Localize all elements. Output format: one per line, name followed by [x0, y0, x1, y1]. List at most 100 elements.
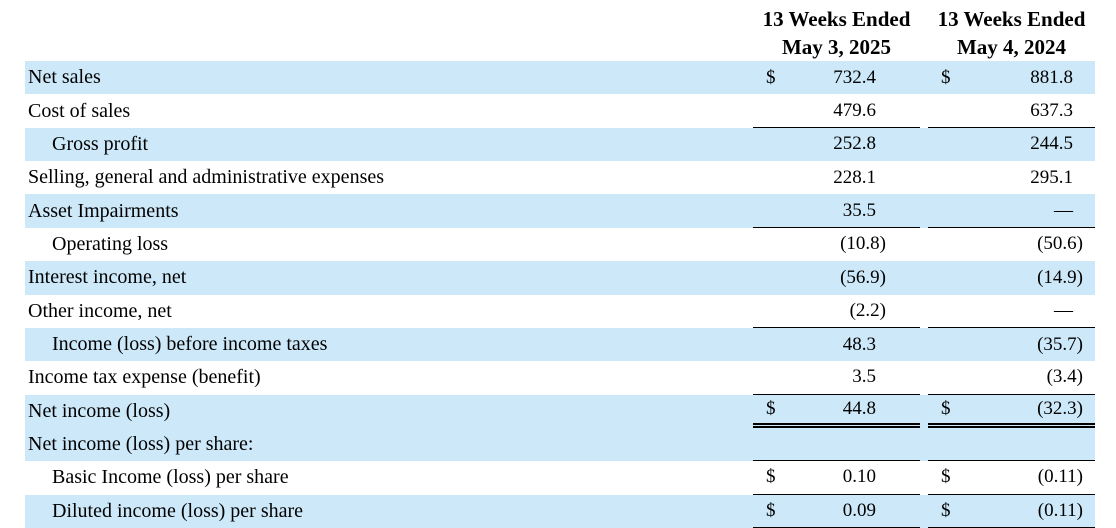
column-gap [920, 427, 928, 462]
value-2024: (35.7) [1037, 333, 1083, 355]
column-gap [920, 394, 928, 428]
value-cell-2025: (2.2) [753, 295, 920, 328]
row-label: Diluted income (loss) per share [25, 494, 753, 528]
row-label: Income (loss) before income taxes [25, 327, 753, 362]
value-cell-2025: 479.6 [753, 94, 920, 128]
value-cell-2024: (3.4) [928, 361, 1095, 395]
value-cell-2025: 228.1 [753, 161, 920, 194]
value-2025: 228.1 [833, 166, 876, 188]
row-label: Asset Impairments [25, 194, 753, 228]
value-2025: 252.8 [833, 133, 876, 155]
value-2025: 35.5 [842, 199, 876, 221]
value-cell-2025: $ 44.8 [753, 394, 920, 428]
column-gap [920, 327, 928, 362]
value-cell-2024: $ (0.11) [928, 494, 1095, 528]
table-row: Interest income, net (56.9) (14.9) [25, 261, 1095, 295]
period-header-2024: 13 Weeks Ended May 4, 2024 [928, 0, 1095, 61]
period-header-2025: 13 Weeks Ended May 3, 2025 [753, 0, 920, 61]
table-row: Net income (loss) per share: [25, 427, 1095, 462]
column-gap [920, 494, 928, 528]
row-label: Net income (loss) [25, 394, 753, 428]
table-row: Income tax expense (benefit) 3.5 (3.4) [25, 361, 1095, 395]
row-label: Gross profit [25, 127, 753, 162]
table-row: Asset Impairments 35.5 — [25, 194, 1095, 228]
row-label: Basic Income (loss) per share [52, 466, 289, 489]
column-gap [920, 261, 928, 295]
value-2024: — [1054, 299, 1073, 321]
period-header-2024-line2: May 4, 2024 [956, 35, 1067, 59]
value-cell-2024: — [928, 295, 1095, 328]
value-cell-2024: (14.9) [928, 261, 1095, 295]
dollar-sign-2025: $ [766, 66, 776, 88]
value-2024: 881.8 [1030, 66, 1073, 88]
table-row: Diluted income (loss) per share $ 0.09 $… [25, 494, 1095, 528]
value-cell-2025: 252.8 [753, 127, 920, 162]
value-2025: 3.5 [852, 366, 876, 388]
row-label: Cost of sales [28, 99, 131, 122]
row-label: Other income, net [28, 299, 172, 322]
value-2025: 0.10 [842, 466, 876, 488]
row-label: Selling, general and administrative expe… [28, 166, 385, 189]
value-2025: (10.8) [840, 233, 886, 255]
row-label: Net sales [25, 61, 753, 95]
table-row: Gross profit 252.8 244.5 [25, 127, 1095, 162]
dollar-sign-2025: $ [766, 397, 776, 419]
value-2025: 44.8 [842, 397, 876, 419]
column-gap [920, 127, 928, 162]
value-cell-2024: $ (32.3) [928, 394, 1095, 428]
value-cell-2024: 637.3 [928, 94, 1095, 128]
period-header-2024-line1: 13 Weeks Ended [937, 7, 1086, 31]
value-cell-2025: $ 0.10 [753, 461, 920, 495]
value-cell-2025: $ 732.4 [753, 61, 920, 95]
value-2025: 732.4 [833, 66, 876, 88]
dollar-sign-2024: $ [941, 397, 951, 419]
value-cell-2024: 295.1 [928, 161, 1095, 194]
value-2024: — [1054, 199, 1073, 221]
column-gap [920, 361, 928, 394]
value-2025: (2.2) [849, 299, 886, 321]
value-2024: (32.3) [1037, 397, 1083, 419]
value-2024: (50.6) [1037, 233, 1083, 255]
value-cell-2024: (50.6) [928, 228, 1095, 261]
value-cell-2025: $ 0.09 [753, 494, 920, 528]
value-cell-2025: 35.5 [753, 194, 920, 228]
value-cell-2024 [928, 427, 1095, 462]
dollar-sign-2024: $ [941, 466, 951, 488]
table-row: Income (loss) before income taxes 48.3 (… [25, 327, 1095, 362]
value-cell-2024: $ (0.11) [928, 461, 1095, 495]
table-body: Net sales $ 732.4 $ 881.8 Cost of sales … [0, 61, 1116, 528]
value-2025: 48.3 [842, 333, 876, 355]
column-gap [920, 61, 928, 95]
value-2024: (0.11) [1037, 466, 1083, 488]
value-cell-2025: 3.5 [753, 361, 920, 395]
value-cell-2024: $ 881.8 [928, 61, 1095, 95]
value-2024: (0.11) [1037, 499, 1083, 521]
row-label: Interest income, net [25, 261, 753, 295]
value-cell-2025 [753, 427, 920, 462]
value-cell-2025: (10.8) [753, 228, 920, 261]
value-cell-2024: 244.5 [928, 127, 1095, 162]
table-header-row: 13 Weeks Ended May 3, 2025 13 Weeks Ende… [25, 0, 1095, 61]
value-2025: 479.6 [833, 99, 876, 121]
dollar-sign-2025: $ [766, 499, 776, 521]
value-2024: (14.9) [1037, 266, 1083, 288]
value-2024: 295.1 [1030, 166, 1073, 188]
column-gap [920, 0, 928, 61]
value-cell-2025: (56.9) [753, 261, 920, 295]
value-2025: 0.09 [842, 499, 876, 521]
period-header-2025-line1: 13 Weeks Ended [762, 7, 911, 31]
dollar-sign-2025: $ [766, 466, 776, 488]
table-row: Net income (loss) $ 44.8 $ (32.3) [25, 394, 1095, 428]
column-gap [920, 161, 928, 194]
value-cell-2025: 48.3 [753, 327, 920, 362]
row-label: Income tax expense (benefit) [28, 366, 261, 389]
row-label: Operating loss [52, 232, 169, 255]
value-2024: 637.3 [1030, 99, 1073, 121]
column-gap [920, 461, 928, 494]
value-2024: 244.5 [1030, 133, 1073, 155]
column-gap [920, 295, 928, 328]
column-gap [920, 194, 928, 228]
table-row: Operating loss (10.8) (50.6) [25, 228, 1095, 261]
value-2025: (56.9) [840, 266, 886, 288]
